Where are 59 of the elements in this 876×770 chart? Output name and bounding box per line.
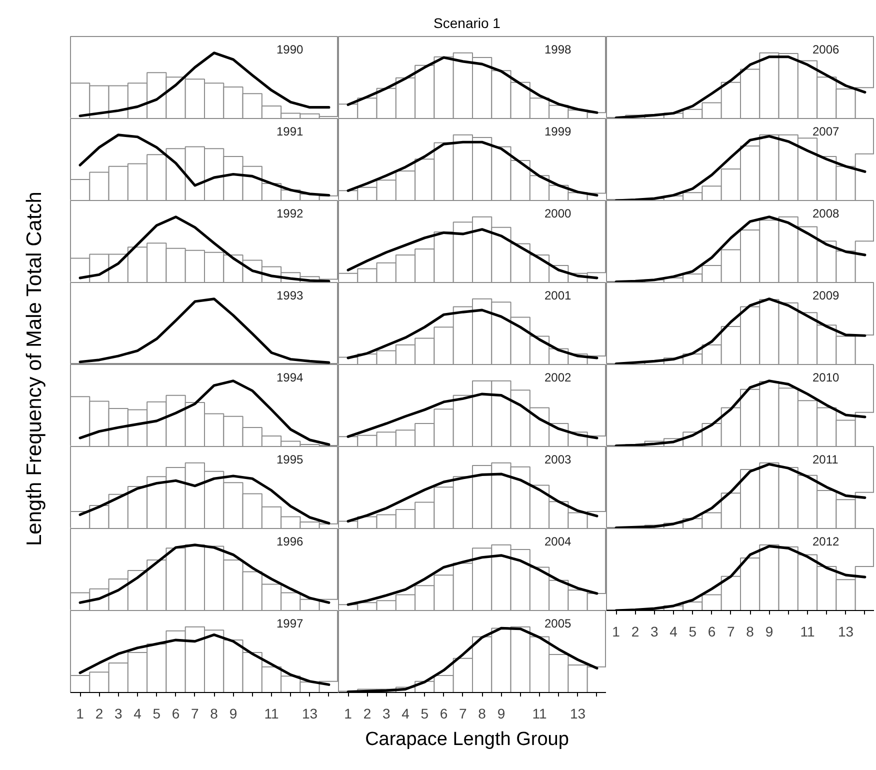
x-tick-label: 3 (650, 624, 658, 640)
chart-title: 2003 (544, 452, 572, 466)
chart-title: 2012 (812, 534, 840, 548)
x-tick-label: 11 (800, 624, 815, 640)
chart-title: 2011 (812, 452, 839, 466)
x-tick-label: 8 (746, 624, 754, 640)
chart-title: 2001 (544, 288, 572, 302)
chart-title: 1990 (276, 42, 304, 56)
x-tick-label: 13 (838, 624, 854, 640)
x-tick-label: 9 (229, 706, 238, 722)
x-tick-label: 6 (708, 624, 716, 640)
chart-title: 2007 (812, 124, 840, 138)
x-tick-label: 4 (134, 706, 142, 722)
x-tick-label: 8 (210, 706, 218, 722)
chart-title: 1999 (544, 124, 572, 138)
chart-title: 1992 (276, 206, 304, 220)
x-tick-label: 2 (95, 706, 104, 722)
x-tick-label: 11 (264, 706, 279, 722)
chart-title: 2009 (812, 288, 840, 302)
x-tick-label: 4 (670, 624, 678, 640)
x-tick-label: 7 (191, 706, 200, 722)
y-axis-title: Length Frequency of Male Total Catch (22, 192, 47, 546)
chart-title: 2004 (544, 534, 572, 548)
chart-title: 2010 (812, 370, 840, 384)
x-tick-label: 9 (765, 624, 774, 640)
text: Scenario 1 (434, 14, 500, 33)
x-tick-label: 5 (152, 706, 161, 722)
x-tick-label: 2 (631, 624, 640, 640)
x-tick-label: 7 (459, 706, 468, 722)
chart-title: 1995 (276, 452, 304, 466)
x-tick-label: 13 (570, 706, 586, 722)
chart-title: 1994 (276, 370, 304, 384)
chart-title: 2005 (544, 616, 572, 630)
chart-title: 2002 (544, 370, 572, 384)
x-tick-label: 6 (440, 706, 448, 722)
chart-title: 2000 (544, 206, 572, 220)
chart-title: 1996 (276, 534, 304, 548)
x-tick-label: 2 (363, 706, 372, 722)
chart-title: 1997 (276, 616, 304, 630)
x-tick-label: 4 (402, 706, 410, 722)
x-tick-label: 1 (344, 706, 352, 722)
x-tick-label: 3 (382, 706, 390, 722)
x-tick-label: 9 (497, 706, 506, 722)
x-tick-label: 1 (76, 706, 84, 722)
x-tick-label: 3 (114, 706, 122, 722)
chart-title: 2008 (812, 206, 840, 220)
x-axis-title: Carapace Length Group (365, 728, 569, 752)
x-tick-label: 6 (172, 706, 180, 722)
x-tick-label: 5 (688, 624, 697, 640)
chart-title: 2006 (812, 42, 840, 56)
x-tick-label: 7 (727, 624, 736, 640)
x-tick-label: 11 (532, 706, 547, 722)
chart-title: 1991 (276, 124, 304, 138)
x-tick-label: 13 (302, 706, 318, 722)
x-tick-label: 8 (478, 706, 486, 722)
x-tick-label: 1 (612, 624, 620, 640)
chart-title: 1993 (276, 288, 304, 302)
chart-title: 1998 (544, 42, 572, 56)
x-tick-label: 5 (420, 706, 429, 722)
